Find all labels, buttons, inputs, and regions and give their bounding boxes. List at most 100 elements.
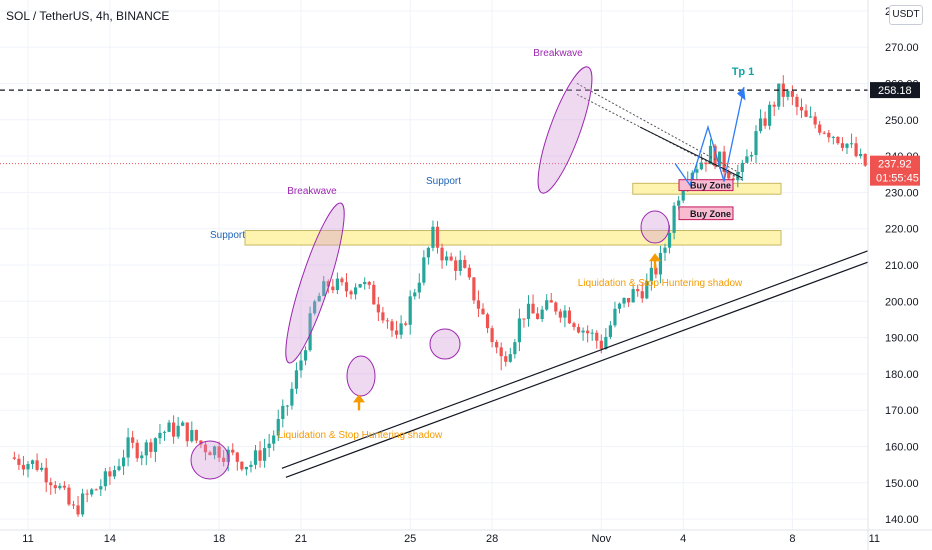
candle-body xyxy=(303,350,308,361)
candle-body xyxy=(449,256,453,261)
reference-price-tag-label[interactable]: 258.18 xyxy=(878,85,912,97)
candle-body xyxy=(417,282,421,293)
candle-body xyxy=(194,430,198,441)
candle-body xyxy=(467,267,471,278)
candle-body xyxy=(813,116,817,125)
candle-body xyxy=(522,318,526,320)
candle-body xyxy=(622,297,626,304)
candle-countdown-label[interactable]: 01:55:45 xyxy=(876,173,919,185)
candle-body xyxy=(508,354,512,362)
candle-body xyxy=(572,323,576,328)
price-tick-label: 180.00 xyxy=(885,369,919,381)
candle-body xyxy=(727,172,731,179)
candle-body xyxy=(845,143,849,148)
candle-body xyxy=(768,104,772,126)
candle-body xyxy=(458,259,462,271)
candle-body xyxy=(836,136,840,144)
candle-body xyxy=(640,291,644,299)
candle-body xyxy=(390,321,394,331)
price-tick-label: 270.00 xyxy=(885,42,919,54)
candle-body xyxy=(431,226,435,248)
projection-arrow-head xyxy=(737,87,746,101)
current-price-tag-label[interactable]: 237.92 xyxy=(878,159,912,171)
candle-body xyxy=(299,360,303,371)
candle-body xyxy=(290,388,294,406)
candle-body xyxy=(267,443,271,449)
time-tick-label: 14 xyxy=(104,533,116,545)
candle-body xyxy=(358,284,362,288)
candle-body xyxy=(531,303,535,314)
time-tick-label: 11 xyxy=(22,533,33,545)
candle-body xyxy=(53,485,57,489)
current-price-tag xyxy=(870,155,920,186)
candle-body xyxy=(713,145,717,167)
candle-body xyxy=(258,450,262,461)
candle-body xyxy=(476,300,481,309)
candle-body xyxy=(636,289,640,292)
ellipse-trend-touch xyxy=(429,328,461,360)
candle-body xyxy=(372,284,376,305)
candle-body xyxy=(631,289,635,303)
candle-body xyxy=(677,200,681,206)
candle-body xyxy=(272,435,276,444)
time-tick-label: 28 xyxy=(486,533,498,545)
candle-body xyxy=(326,281,330,287)
time-axis[interactable]: 111418212528Nov4811151821 xyxy=(0,529,932,545)
candle-body xyxy=(426,247,430,258)
candle-body xyxy=(517,318,521,343)
candle-body xyxy=(445,256,449,261)
candle-body xyxy=(399,323,403,335)
candle-body xyxy=(722,151,726,173)
candle-body xyxy=(786,91,790,97)
support-label-1: Support xyxy=(210,230,245,241)
candle-body xyxy=(645,281,649,299)
candle-body xyxy=(17,458,21,465)
candle-body xyxy=(649,267,653,282)
candle-body xyxy=(153,438,157,452)
candle-body xyxy=(331,286,335,291)
candle-body xyxy=(590,332,594,334)
time-tick-label: 8 xyxy=(789,533,795,545)
candle-body xyxy=(772,104,776,107)
candle-body xyxy=(140,455,144,459)
price-tick-label: 220.00 xyxy=(885,224,919,236)
candle-body xyxy=(495,342,499,348)
drawings-layer: Buy Zone Buy Zone Breakwave Breakwave Suppor… xyxy=(0,48,932,480)
channel-line-top xyxy=(576,83,743,175)
candle-body xyxy=(681,185,685,201)
candle-body xyxy=(90,489,94,495)
buy-zone-lower xyxy=(678,206,734,221)
ellipse-breakwave-2 xyxy=(537,66,593,194)
ellipse-liquidation-2 xyxy=(640,210,670,244)
candle-body xyxy=(718,151,722,167)
breakwave-label-1: Breakwave xyxy=(287,186,337,197)
candle-body xyxy=(294,370,299,389)
candle-body xyxy=(135,442,139,459)
buy-zone-upper-label: Buy Zone xyxy=(690,181,731,191)
candle-body xyxy=(231,449,235,453)
symbol-title[interactable]: SOL / TetherUS, 4h, BINANCE xyxy=(6,9,170,23)
candle-body xyxy=(513,342,517,355)
candle-body xyxy=(804,110,808,117)
candle-body xyxy=(276,418,280,436)
trendline-outer xyxy=(281,226,932,469)
time-tick-label: 18 xyxy=(213,533,225,545)
candle-body xyxy=(809,116,813,118)
currency-selector[interactable]: USDT xyxy=(889,5,923,25)
candle-body xyxy=(545,300,549,310)
candle-body xyxy=(99,486,103,490)
candle-body xyxy=(822,132,826,134)
candle-body xyxy=(367,281,371,285)
ellipse-breakwave-1 xyxy=(285,202,345,364)
candle-body xyxy=(335,278,339,291)
candle-body xyxy=(599,340,603,349)
candle-body xyxy=(94,489,98,491)
time-tick-label: 21 xyxy=(295,533,307,545)
liquidation-label-1: Liquidation & Stop Huntering shadow xyxy=(278,430,443,441)
breakwave-label-2: Breakwave xyxy=(533,48,583,59)
candle-body xyxy=(536,313,540,320)
candle-body xyxy=(499,347,503,357)
price-axis[interactable]: 140.00 150.00 160.00 170.00 180.00 190.00 200.… xyxy=(867,0,932,550)
candle-body xyxy=(30,460,35,465)
